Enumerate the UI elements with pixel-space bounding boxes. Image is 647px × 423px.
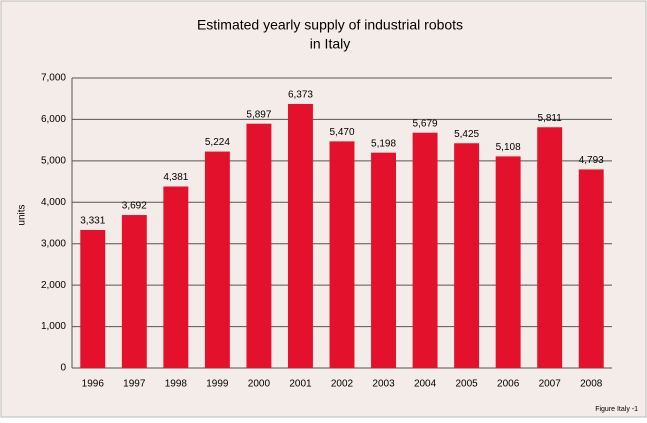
x-tick-label: 2006 [497, 379, 520, 390]
x-tick-label: 1999 [206, 379, 229, 390]
x-tick-label: 2007 [539, 379, 562, 390]
bar [288, 103, 313, 369]
x-tick-label: 1997 [123, 379, 146, 390]
y-tick-label: 6,000 [41, 114, 66, 125]
bar [121, 215, 147, 368]
data-label: 4,381 [163, 172, 188, 183]
y-tick-label: 0 [60, 363, 66, 374]
bar [537, 127, 563, 368]
y-tick-label: 1,000 [41, 321, 66, 332]
bar [495, 156, 521, 368]
bar [578, 169, 604, 368]
y-axis-label: units [17, 204, 28, 225]
data-label: 5,425 [454, 129, 479, 140]
x-tick-label: 2001 [289, 379, 312, 390]
x-tick-label: 2004 [414, 379, 437, 390]
bar [329, 141, 355, 368]
bar [204, 151, 230, 368]
y-tick-label: 4,000 [41, 197, 66, 208]
x-tick-label: 2005 [455, 379, 478, 390]
x-tick-label: 2002 [331, 379, 354, 390]
y-tick-label: 2,000 [41, 280, 66, 291]
data-label: 3,331 [80, 216, 105, 227]
bar [412, 132, 438, 368]
chart-title: in Italy [310, 36, 350, 52]
x-tick-label: 1996 [82, 379, 105, 390]
bar [80, 230, 106, 368]
bar [371, 152, 396, 368]
x-tick-label: 2003 [372, 379, 395, 390]
y-tick-label: 3,000 [41, 238, 66, 249]
data-label: 5,897 [246, 109, 271, 120]
y-tick-label: 7,000 [41, 73, 66, 84]
data-label: 5,679 [413, 118, 438, 129]
x-tick-label: 1998 [165, 379, 188, 390]
footnote: Figure Italy -1 [595, 406, 638, 413]
bar [454, 143, 480, 368]
x-tick-label: 2000 [248, 379, 271, 390]
data-label: 5,198 [371, 138, 396, 149]
data-label: 6,373 [288, 90, 313, 101]
data-label: 5,224 [205, 137, 230, 148]
x-tick-label: 2008 [580, 379, 603, 390]
bar [246, 123, 272, 369]
bar [163, 186, 189, 368]
data-label: 5,108 [496, 142, 521, 153]
y-tick-label: 5,000 [41, 155, 66, 166]
data-label: 3,692 [122, 201, 147, 212]
data-label: 4,793 [579, 155, 604, 166]
data-label: 5,811 [538, 113, 563, 124]
data-label: 5,470 [329, 127, 354, 138]
chart-title: Estimated yearly supply of industrial ro… [197, 17, 463, 33]
